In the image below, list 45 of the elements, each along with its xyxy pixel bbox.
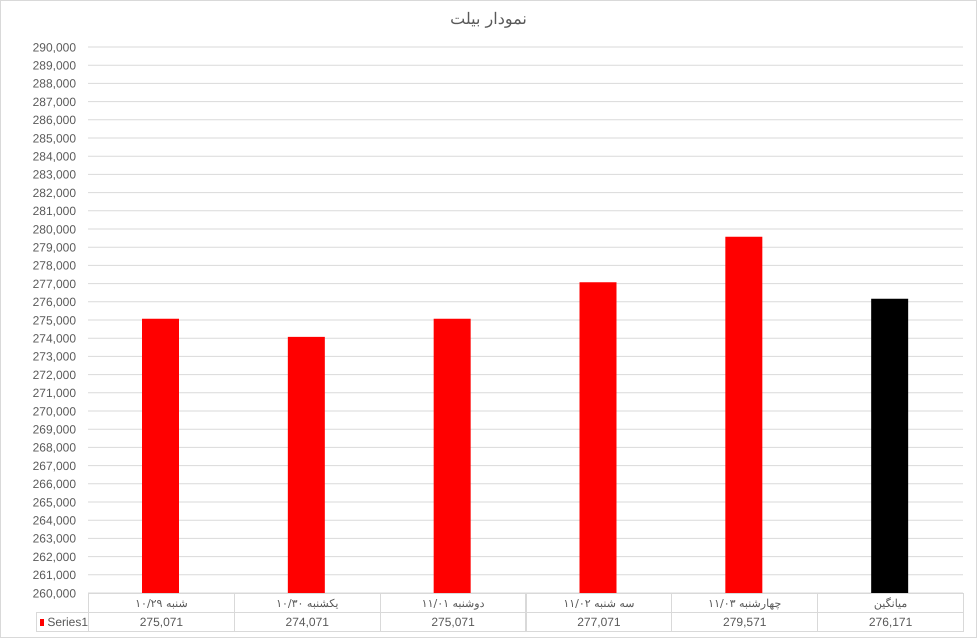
y-tick-label: 281,000 (32, 204, 76, 218)
y-tick-label: 271,000 (32, 386, 76, 400)
y-tick-label: 273,000 (32, 350, 76, 364)
y-tick-label: 276,000 (32, 295, 76, 310)
data-label: 275,071 (88, 612, 235, 632)
x-tick-label: دوشنبه ۱۱/۰۱ (380, 593, 526, 613)
y-tick-label: 262,000 (32, 550, 76, 564)
y-tick-label: 270,000 (32, 404, 76, 418)
y-tick-label: 287,000 (32, 94, 76, 109)
y-tick-label: 277,000 (32, 276, 76, 291)
x-tick-label: شنبه ۱۰/۲۹ (88, 593, 235, 613)
y-tick-label: 288,000 (32, 76, 76, 91)
y-tick-label: 282,000 (32, 186, 76, 200)
legend-label: Series1 (47, 615, 88, 629)
chart-title: نمودار بیلت (449, 9, 528, 28)
y-tick-label: 290,000 (32, 40, 76, 54)
y-tick-label: 279,000 (32, 240, 76, 254)
data-label: 274,071 (234, 612, 381, 632)
y-tick-label: 269,000 (32, 422, 76, 436)
data-label: 277,071 (526, 612, 672, 632)
y-tick-label: 283,000 (32, 168, 76, 182)
x-tick-label: چهارشنبه ۱۱/۰۳ (671, 593, 818, 613)
data-label: 279,571 (671, 612, 818, 632)
y-tick-label: 266,000 (32, 477, 76, 492)
y-tick-label: 280,000 (32, 222, 76, 236)
y-tick-label: 289,000 (32, 58, 76, 72)
y-tick-label: 285,000 (32, 131, 76, 146)
y-tick-label: 260,000 (32, 586, 76, 600)
data-label: 276,171 (817, 612, 964, 632)
y-tick-label: 267,000 (32, 458, 76, 473)
y-tick-label: 263,000 (32, 532, 76, 546)
y-tick-label: 286,000 (32, 113, 76, 128)
y-tick-label: 272,000 (32, 368, 76, 382)
x-tick-label: سه شنبه ۱۱/۰۲ (526, 593, 672, 613)
y-tick-label: 274,000 (32, 331, 76, 346)
y-tick-label: 268,000 (32, 440, 76, 455)
x-tick-label: میانگین (817, 593, 964, 613)
y-tick-label: 278,000 (32, 258, 76, 273)
y-tick-label: 261,000 (32, 568, 76, 582)
y-tick-label: 275,000 (32, 313, 76, 328)
y-tick-label: 265,000 (32, 495, 76, 510)
data-label: 275,071 (380, 612, 526, 632)
x-tick-label: یکشنبه ۱۰/۳۰ (234, 593, 381, 613)
y-tick-label: 264,000 (32, 513, 76, 528)
y-tick-label: 284,000 (32, 149, 76, 164)
